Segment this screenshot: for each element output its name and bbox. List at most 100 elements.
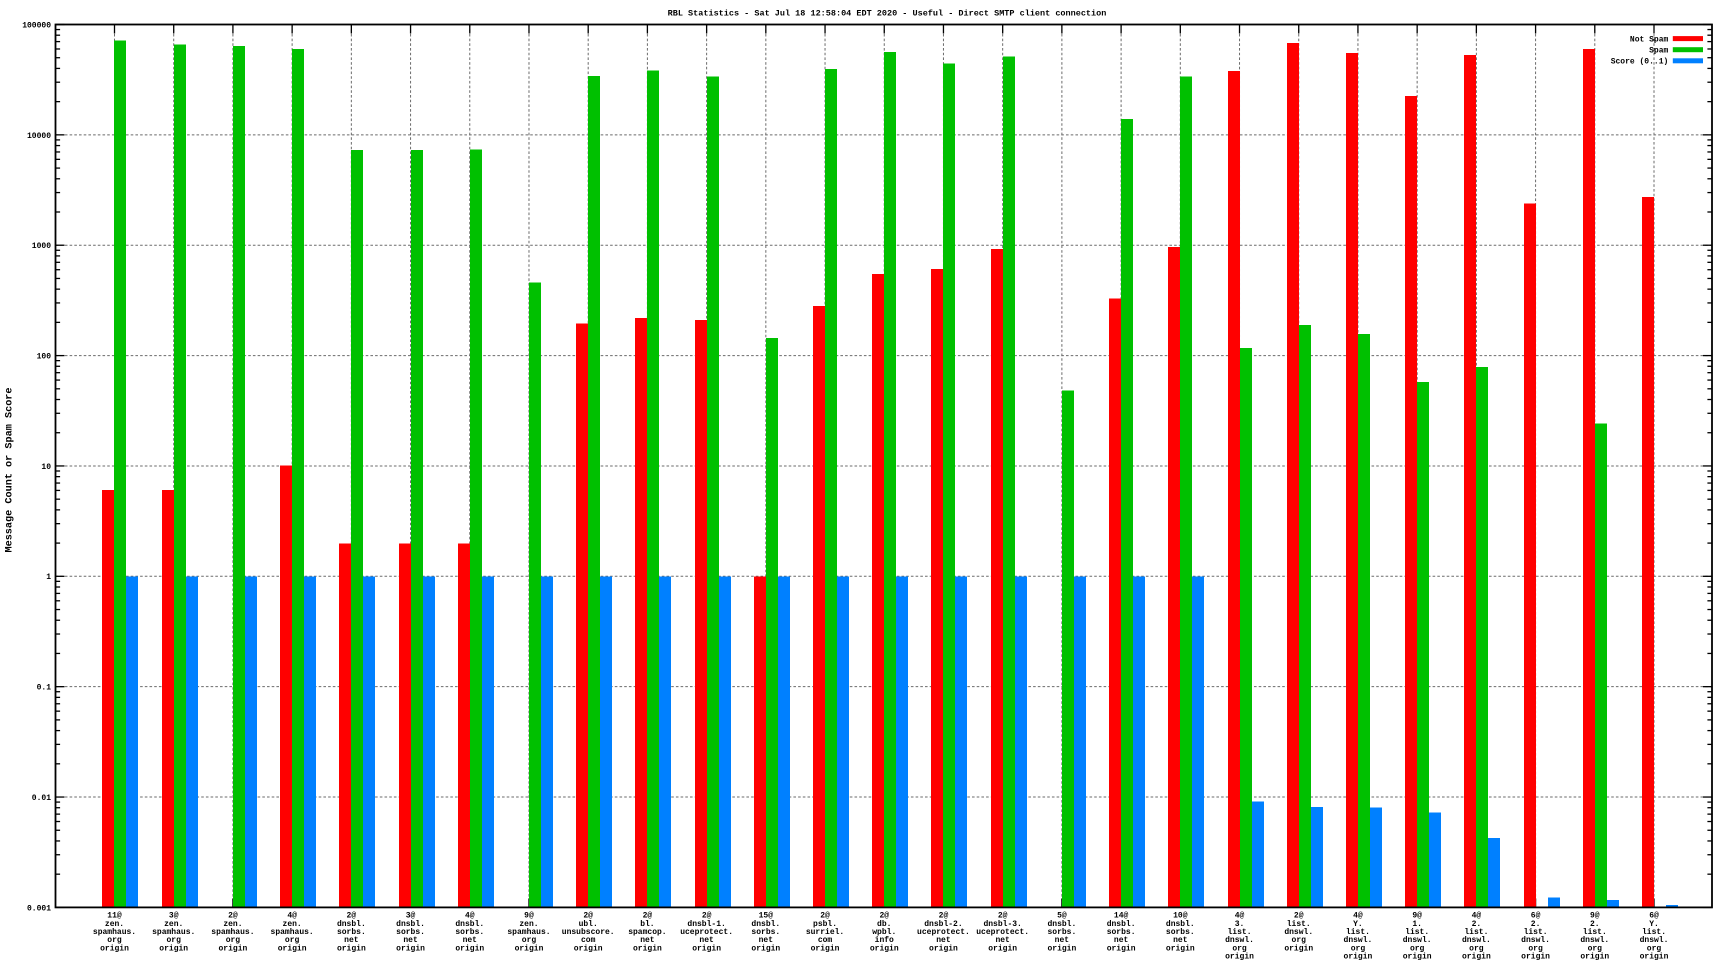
svg-text:origin: origin	[159, 944, 188, 953]
svg-text:dnsbl.: dnsbl.	[337, 920, 366, 929]
svg-text:net: net	[759, 936, 774, 945]
svg-text:14@: 14@	[1114, 912, 1129, 921]
svg-text:db.: db.	[877, 920, 891, 929]
svg-text:4@: 4@	[1472, 912, 1482, 921]
svg-text:4@: 4@	[1353, 912, 1363, 921]
svg-text:2@: 2@	[879, 912, 889, 921]
svg-text:2.: 2.	[1531, 920, 1541, 929]
svg-text:origin: origin	[337, 944, 366, 953]
svg-text:origin: origin	[100, 944, 129, 953]
svg-text:0.001: 0.001	[27, 904, 51, 913]
svg-text:com: com	[581, 936, 596, 945]
svg-text:6@: 6@	[1531, 912, 1541, 921]
svg-text:zen.: zen.	[223, 920, 242, 929]
svg-text:100000: 100000	[22, 21, 51, 30]
svg-text:2.: 2.	[1590, 920, 1600, 929]
svg-text:com: com	[818, 936, 833, 945]
svg-text:spamhaus.: spamhaus.	[271, 928, 314, 937]
svg-text:origin: origin	[633, 944, 662, 953]
svg-text:list.: list.	[1346, 928, 1370, 937]
svg-text:psbl.: psbl.	[813, 920, 837, 929]
svg-text:dnswl.: dnswl.	[1403, 936, 1432, 945]
svg-text:surriel.: surriel.	[806, 928, 844, 937]
svg-text:11@: 11@	[107, 912, 122, 921]
svg-text:Spam: Spam	[1649, 47, 1668, 56]
svg-text:origin: origin	[1107, 944, 1136, 953]
svg-text:sorbs.: sorbs.	[455, 928, 484, 937]
svg-text:sorbs.: sorbs.	[1107, 928, 1136, 937]
svg-text:sorbs.: sorbs.	[1166, 928, 1195, 937]
svg-text:origin: origin	[1462, 953, 1491, 962]
svg-text:origin: origin	[515, 944, 544, 953]
svg-text:9@: 9@	[1590, 912, 1600, 921]
svg-text:origin: origin	[1047, 944, 1076, 953]
svg-text:dnswl.: dnswl.	[1640, 936, 1669, 945]
svg-text:0.1: 0.1	[37, 684, 52, 693]
svg-text:net: net	[995, 936, 1010, 945]
svg-text:ubl.: ubl.	[579, 920, 598, 929]
svg-text:2@: 2@	[820, 912, 830, 921]
svg-text:list.: list.	[1642, 928, 1666, 937]
svg-text:2@: 2@	[228, 912, 238, 921]
svg-text:origin: origin	[278, 944, 307, 953]
svg-text:list.: list.	[1405, 928, 1429, 937]
svg-text:dnsbl.: dnsbl.	[1166, 920, 1195, 929]
svg-text:zen.: zen.	[519, 920, 538, 929]
svg-text:list.: list.	[1464, 928, 1488, 937]
svg-text:origin: origin	[1225, 953, 1254, 962]
svg-text:3@: 3@	[406, 912, 416, 921]
svg-text:org: org	[1292, 936, 1307, 945]
svg-text:origin: origin	[1166, 944, 1195, 953]
svg-text:origin: origin	[396, 944, 425, 953]
svg-text:dnsbl-3.: dnsbl-3.	[983, 920, 1021, 929]
svg-text:org: org	[1588, 944, 1603, 953]
svg-text:org: org	[226, 936, 241, 945]
svg-text:uceprotect.: uceprotect.	[976, 928, 1029, 937]
svg-text:dnswl.: dnswl.	[1225, 936, 1254, 945]
svg-text:origin: origin	[1521, 953, 1550, 962]
svg-text:sorbs.: sorbs.	[396, 928, 425, 937]
svg-text:spamhaus.: spamhaus.	[507, 928, 550, 937]
svg-text:dnswl.: dnswl.	[1521, 936, 1550, 945]
svg-text:dnswl.: dnswl.	[1284, 928, 1313, 937]
svg-text:origin: origin	[455, 944, 484, 953]
svg-text:100: 100	[37, 352, 52, 361]
svg-text:dnsbl.: dnsbl.	[455, 920, 484, 929]
svg-text:zen.: zen.	[105, 920, 124, 929]
svg-text:9@: 9@	[524, 912, 534, 921]
svg-text:org: org	[167, 936, 182, 945]
svg-text:dnsbl.: dnsbl.	[751, 920, 780, 929]
svg-text:org: org	[285, 936, 300, 945]
svg-text:origin: origin	[988, 944, 1017, 953]
svg-text:net: net	[403, 936, 418, 945]
svg-text:2@: 2@	[347, 912, 357, 921]
svg-text:Not Spam: Not Spam	[1630, 36, 1669, 45]
svg-text:5@: 5@	[1057, 912, 1067, 921]
svg-text:org: org	[1232, 944, 1247, 953]
svg-text:dnsbl.: dnsbl.	[1047, 920, 1076, 929]
svg-text:2@: 2@	[702, 912, 712, 921]
svg-text:15@: 15@	[759, 912, 774, 921]
svg-text:origin: origin	[219, 944, 248, 953]
svg-text:origin: origin	[1640, 953, 1669, 962]
svg-text:list.: list.	[1287, 920, 1311, 929]
svg-text:net: net	[699, 936, 714, 945]
svg-text:origin: origin	[1580, 953, 1609, 962]
svg-text:2@: 2@	[1294, 912, 1304, 921]
svg-text:list.: list.	[1228, 928, 1252, 937]
svg-text:10000: 10000	[27, 132, 51, 141]
svg-text:6@: 6@	[1649, 912, 1659, 921]
svg-text:2@: 2@	[583, 912, 593, 921]
svg-text:1000: 1000	[32, 242, 51, 251]
svg-text:Y.: Y.	[1353, 920, 1363, 929]
svg-text:origin: origin	[929, 944, 958, 953]
svg-text:spamhaus.: spamhaus.	[211, 928, 254, 937]
svg-text:org: org	[522, 936, 537, 945]
svg-text:Message Count or Spam Score: Message Count or Spam Score	[5, 387, 16, 552]
svg-text:origin: origin	[692, 944, 721, 953]
svg-text:Y.: Y.	[1649, 920, 1659, 929]
svg-text:spamhaus.: spamhaus.	[152, 928, 195, 937]
svg-text:bl.: bl.	[640, 920, 654, 929]
svg-text:net: net	[1055, 936, 1070, 945]
svg-text:list.: list.	[1524, 928, 1548, 937]
